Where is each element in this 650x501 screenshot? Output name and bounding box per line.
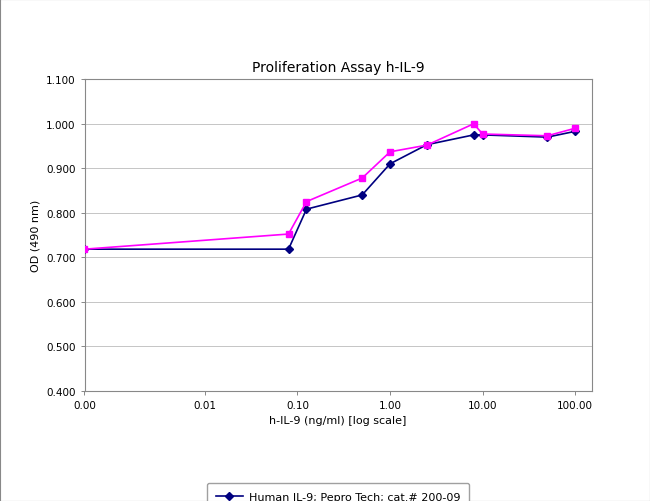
Line: Human IL-9; Pepro Tech; cat.# 200-09: Human IL-9; Pepro Tech; cat.# 200-09 bbox=[82, 129, 578, 253]
Human IL-9; Pepro Tech; cat.# 200-09 bbox=[423, 142, 431, 148]
Y-axis label: OD (490 nm): OD (490 nm) bbox=[31, 199, 40, 272]
Human IL-9; Pepro Tech; cat.# 200-09 bbox=[285, 246, 292, 253]
Human IL-9; Competitor bbox=[571, 126, 579, 132]
Line: Human IL-9; Competitor: Human IL-9; Competitor bbox=[82, 122, 578, 253]
Human IL-9; Competitor bbox=[81, 246, 88, 253]
Title: Proliferation Assay h-IL-9: Proliferation Assay h-IL-9 bbox=[252, 61, 424, 75]
Human IL-9; Competitor bbox=[285, 231, 292, 237]
Human IL-9; Pepro Tech; cat.# 200-09 bbox=[358, 192, 366, 198]
Human IL-9; Competitor bbox=[479, 132, 487, 138]
Human IL-9; Pepro Tech; cat.# 200-09 bbox=[386, 161, 394, 167]
Human IL-9; Competitor bbox=[470, 122, 478, 128]
Human IL-9; Competitor bbox=[358, 176, 366, 182]
Human IL-9; Pepro Tech; cat.# 200-09 bbox=[479, 133, 487, 139]
Human IL-9; Competitor bbox=[543, 133, 551, 139]
Human IL-9; Pepro Tech; cat.# 200-09 bbox=[302, 207, 310, 213]
Human IL-9; Pepro Tech; cat.# 200-09 bbox=[81, 246, 88, 253]
Human IL-9; Pepro Tech; cat.# 200-09 bbox=[470, 133, 478, 139]
Human IL-9; Competitor bbox=[386, 149, 394, 155]
Human IL-9; Pepro Tech; cat.# 200-09 bbox=[543, 135, 551, 141]
Legend: Human IL-9; Pepro Tech; cat.# 200-09, Human IL-9; Competitor: Human IL-9; Pepro Tech; cat.# 200-09, Hu… bbox=[207, 483, 469, 501]
Human IL-9; Competitor bbox=[302, 199, 310, 205]
Human IL-9; Pepro Tech; cat.# 200-09 bbox=[571, 129, 579, 135]
Human IL-9; Competitor bbox=[423, 143, 431, 149]
X-axis label: h-IL-9 (ng/ml) [log scale]: h-IL-9 (ng/ml) [log scale] bbox=[269, 415, 407, 425]
